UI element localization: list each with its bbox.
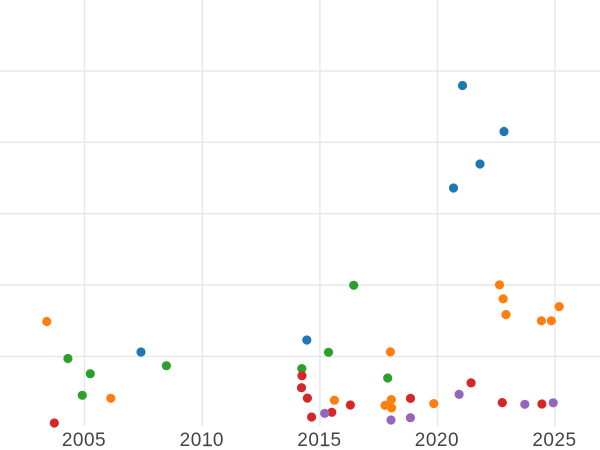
svg-text:2005: 2005	[62, 430, 106, 450]
svg-text:2025: 2025	[532, 430, 576, 450]
svg-text:2015: 2015	[297, 430, 341, 450]
svg-text:2010: 2010	[180, 430, 224, 450]
svg-text:2020: 2020	[415, 430, 459, 450]
